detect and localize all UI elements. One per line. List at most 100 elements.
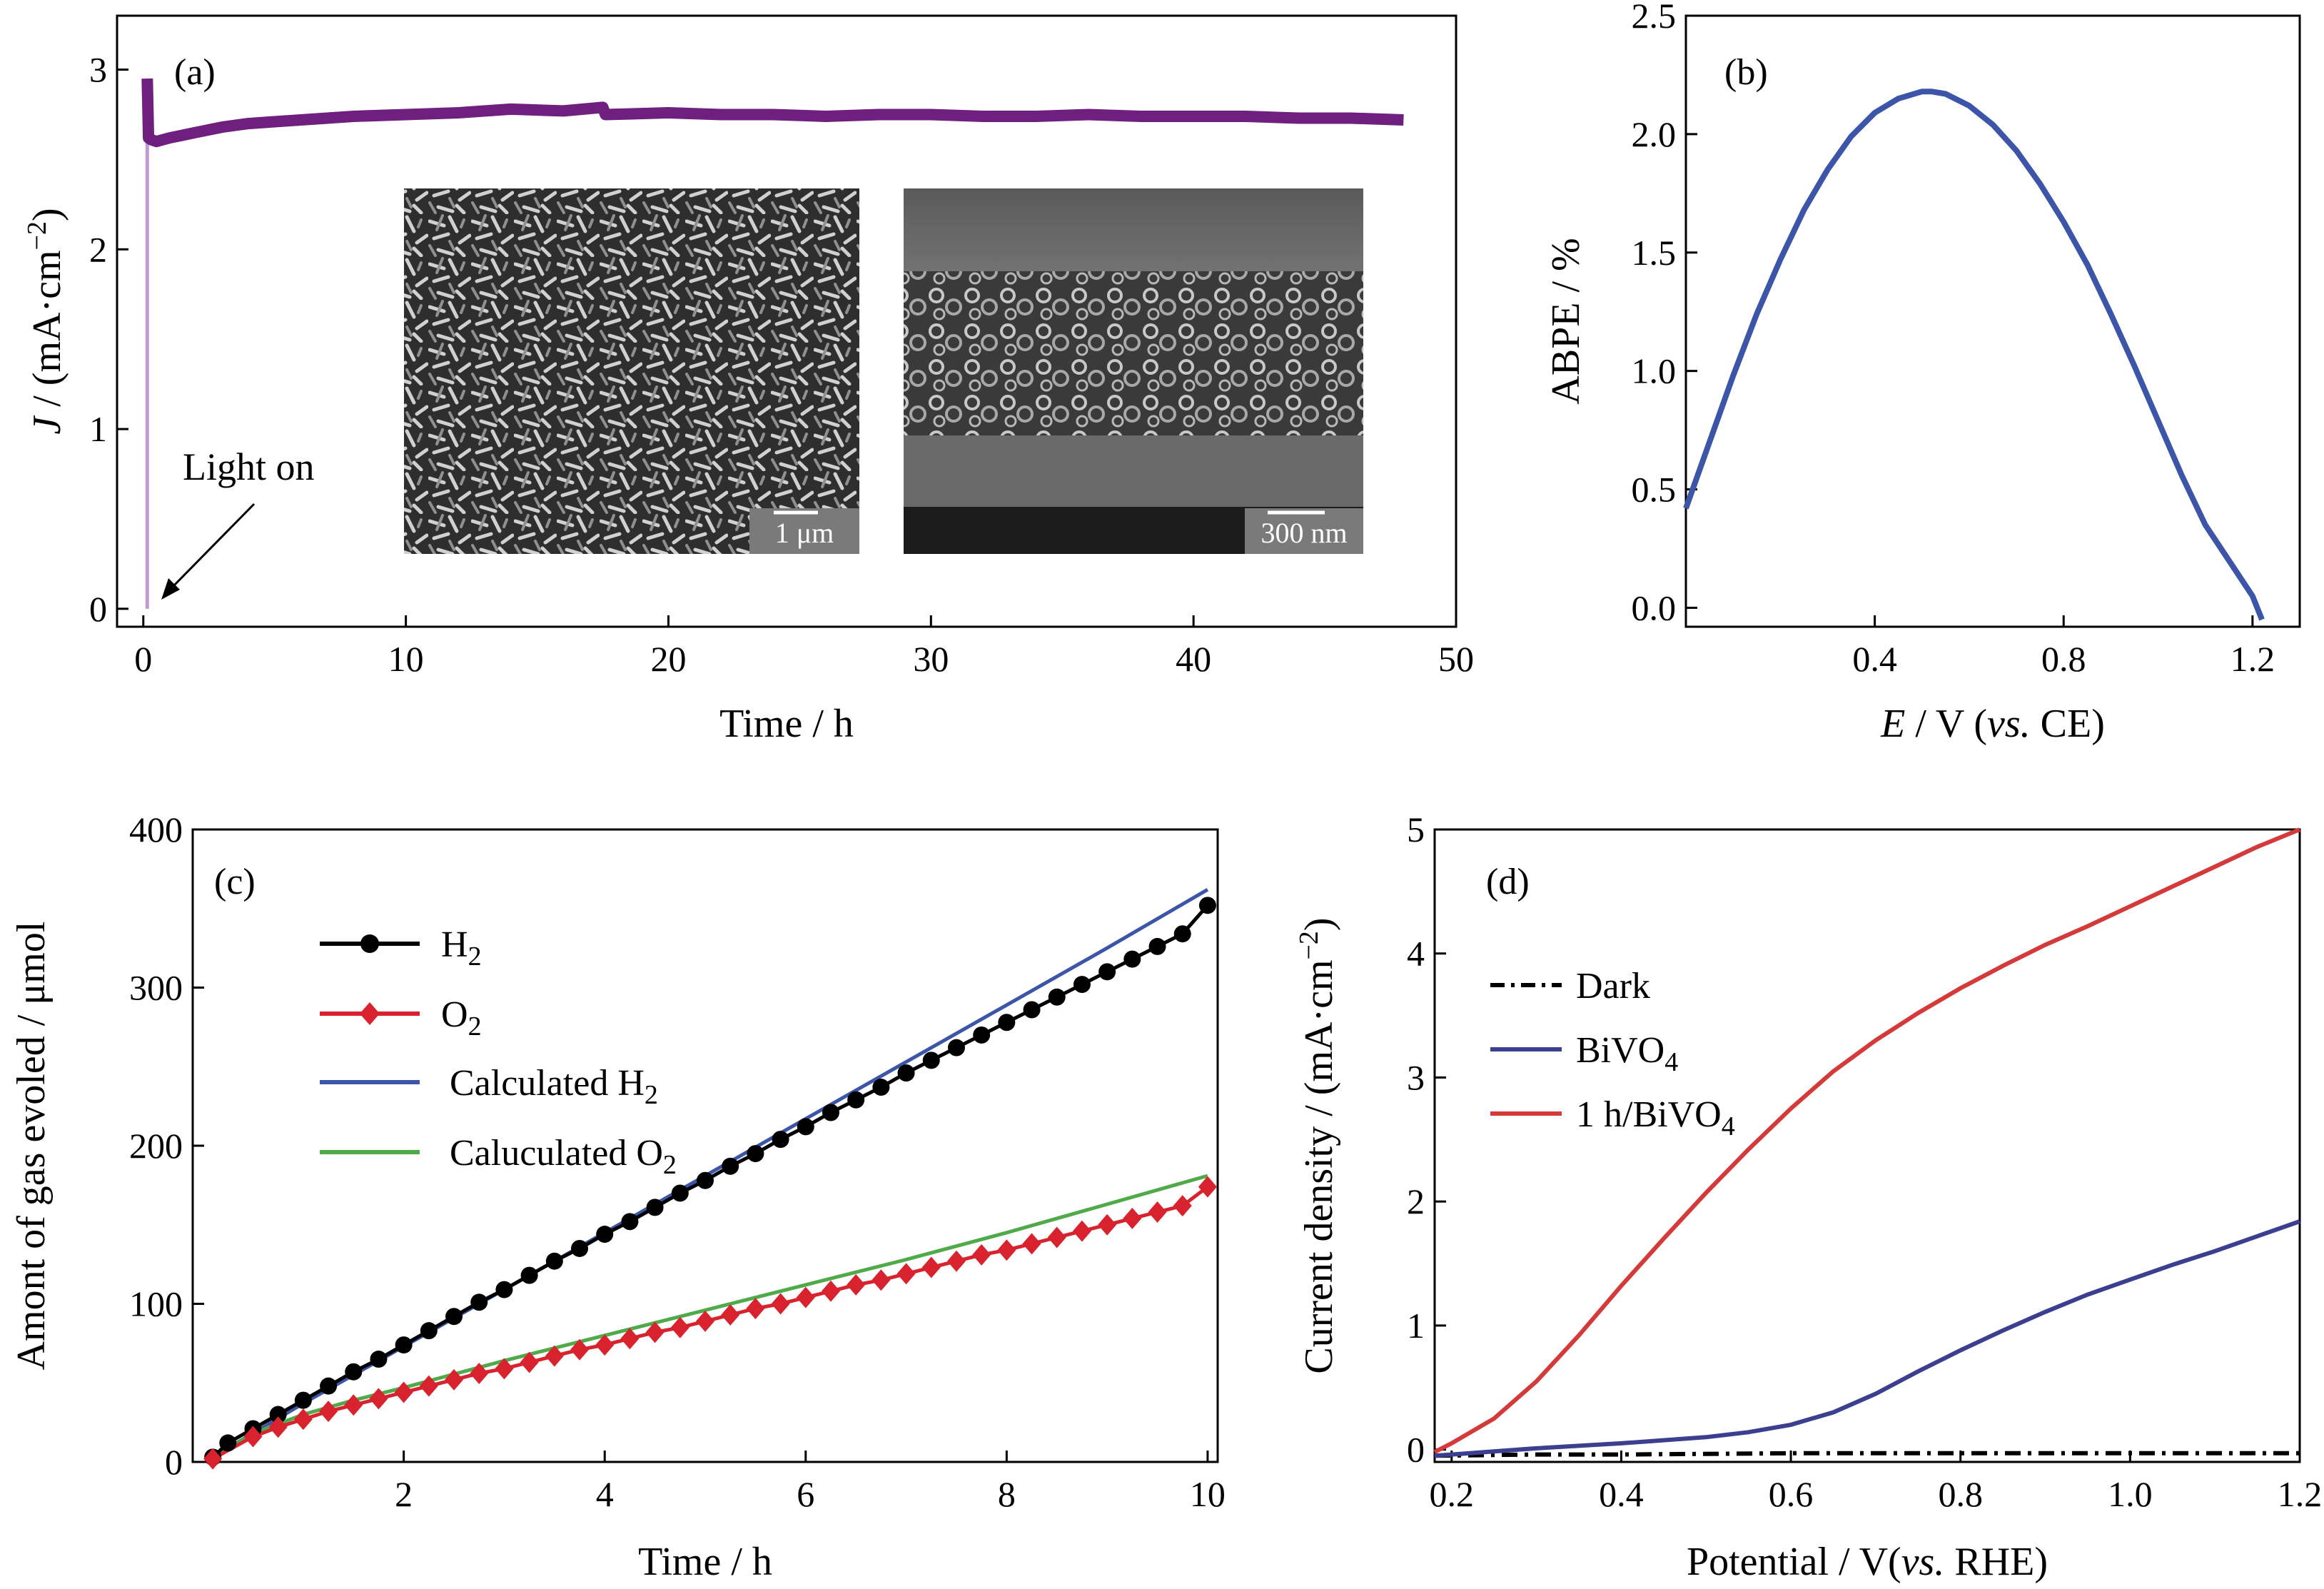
a-x-tick-label: 10 [388, 639, 424, 679]
d-y-tick-label: 1 [1407, 1306, 1425, 1346]
data-point-o2 [293, 1408, 313, 1431]
data-point-h2 [646, 1199, 664, 1216]
y-axis-title-d-end: ) [1297, 917, 1341, 931]
data-point-o2 [243, 1426, 263, 1448]
data-point-o2 [344, 1394, 363, 1416]
legend-label-d-main: Dark [1576, 966, 1650, 1007]
b-y-tick-label: 1.5 [1632, 233, 1677, 273]
y-axis-title-a-sup: −2 [22, 221, 52, 250]
panel-a: 0 10 20 30 40 50 0 1 2 3 1 μm 300 nm (a) Light on… [22, 14, 1474, 746]
c-x-tick-label: 4 [596, 1474, 614, 1514]
ticks-b: 0.4 0.8 1.2 0.0 0.5 1.0 1.5 2.0 2.5 [1632, 0, 2275, 679]
x-axis-title-b-symbol: E [1880, 702, 1905, 746]
data-point-h2 [947, 1039, 965, 1056]
d-x-tick-label: 0.8 [1938, 1474, 1983, 1514]
annotation-light-on: Light on [183, 445, 315, 488]
data-point-o2 [394, 1381, 413, 1403]
data-point-h2 [596, 1226, 614, 1244]
y-axis-title-b: ABPE / % [1544, 238, 1588, 404]
d-y-tick-label: 3 [1407, 1057, 1425, 1097]
annotation-arrow-line [168, 503, 256, 591]
data-point-h2 [320, 1377, 338, 1395]
x-axis-title-b-end: CE) [2031, 702, 2105, 746]
data-point-o2 [746, 1298, 765, 1320]
data-point-h2 [998, 1014, 1016, 1031]
series-group-d [1433, 827, 2301, 1458]
y-axis-title-d: Current density / (mA·cm−2) [1294, 917, 1341, 1373]
legend-label-c-sub: 2 [468, 942, 482, 972]
data-point-o2 [520, 1351, 539, 1373]
legend-marker-o2 [360, 1002, 380, 1025]
data-point-h2 [470, 1293, 488, 1311]
b-x-tick-label: 1.2 [2230, 639, 2275, 679]
b-x-tick-label: 0.4 [1852, 639, 1897, 679]
data-point-o2 [997, 1239, 1016, 1261]
b-y-tick-label: 0.0 [1632, 587, 1677, 627]
scale-bar-label-2: 300 nm [1260, 517, 1347, 549]
y-axis-title-d-main: Current density / (mA·cm [1297, 959, 1341, 1373]
data-point-o2 [470, 1362, 489, 1384]
data-point-h2 [1123, 950, 1141, 968]
data-point-o2 [696, 1310, 714, 1332]
a-y-tick-label: 3 [89, 50, 107, 90]
d-y-tick-label: 2 [1407, 1181, 1425, 1221]
data-point-o2 [972, 1244, 991, 1266]
x-axis-title-d-italic: vs. [1901, 1540, 1945, 1584]
data-point-o2 [445, 1368, 464, 1391]
legend-label-c-3: Caluculated O2 [450, 1133, 677, 1180]
data-point-h2 [1023, 1001, 1041, 1019]
y-axis-title-a-end: ) [25, 208, 69, 221]
sem-image-top-view [404, 188, 859, 554]
b-y-tick-label: 0.5 [1632, 470, 1677, 510]
legend-label-c-2: Calculated H2 [450, 1063, 658, 1110]
legend-label-d-0: Dark [1576, 966, 1650, 1007]
data-point-o2 [946, 1250, 966, 1272]
data-point-o2 [369, 1388, 388, 1410]
series-group-c [203, 888, 1217, 1470]
annotation-arrow-head [161, 578, 180, 600]
panel-label-c: (c) [214, 862, 256, 902]
data-point-h2 [420, 1322, 438, 1340]
c-y-tick-label: 300 [129, 968, 183, 1008]
data-point-o2 [1022, 1233, 1041, 1255]
data-point-h2 [697, 1171, 714, 1189]
data-point-h2 [847, 1091, 865, 1109]
c-x-tick-label: 6 [797, 1474, 814, 1514]
legend-label-c-main: Caluculated O [450, 1133, 663, 1174]
series-line-c-2 [211, 888, 1209, 1459]
data-point-h2 [545, 1252, 563, 1270]
data-point-h2 [445, 1308, 463, 1326]
legend-label-d-main: 1 h/BiVO [1576, 1094, 1722, 1135]
series-line-d-0 [1434, 1451, 2300, 1458]
legend-label-c-0: H2 [441, 924, 482, 972]
c-x-tick-label: 2 [395, 1474, 413, 1514]
data-point-h2 [520, 1266, 538, 1284]
series-line-c-1 [211, 1185, 1209, 1461]
data-point-o2 [620, 1328, 640, 1350]
ticks-a: 0 10 20 30 40 50 0 1 2 3 [89, 50, 1474, 679]
legend-label-c-main: O [441, 994, 468, 1035]
d-x-tick-label: 1.2 [2278, 1474, 2323, 1514]
data-point-o2 [545, 1345, 564, 1367]
legend-label-d-2: 1 h/BiVO4 [1576, 1094, 1735, 1141]
x-axis-title-c: Time / h [638, 1540, 772, 1584]
series-group-b [1683, 89, 2265, 621]
data-point-o2 [821, 1280, 840, 1302]
a-x-tick-label: 20 [650, 639, 686, 679]
data-point-o2 [419, 1375, 438, 1397]
a-x-tick-label: 0 [134, 639, 152, 679]
data-point-h2 [1148, 937, 1166, 955]
legend-label-c-sub: 2 [468, 1012, 482, 1041]
series-line-b [1683, 89, 2265, 621]
c-x-tick-label: 8 [998, 1474, 1016, 1514]
data-point-o2 [1123, 1207, 1142, 1229]
d-x-tick-label: 0.4 [1599, 1474, 1644, 1514]
data-point-o2 [872, 1269, 891, 1291]
d-x-tick-label: 0.2 [1430, 1474, 1475, 1514]
data-point-o2 [1047, 1226, 1066, 1248]
b-y-tick-label: 1.0 [1632, 351, 1677, 391]
